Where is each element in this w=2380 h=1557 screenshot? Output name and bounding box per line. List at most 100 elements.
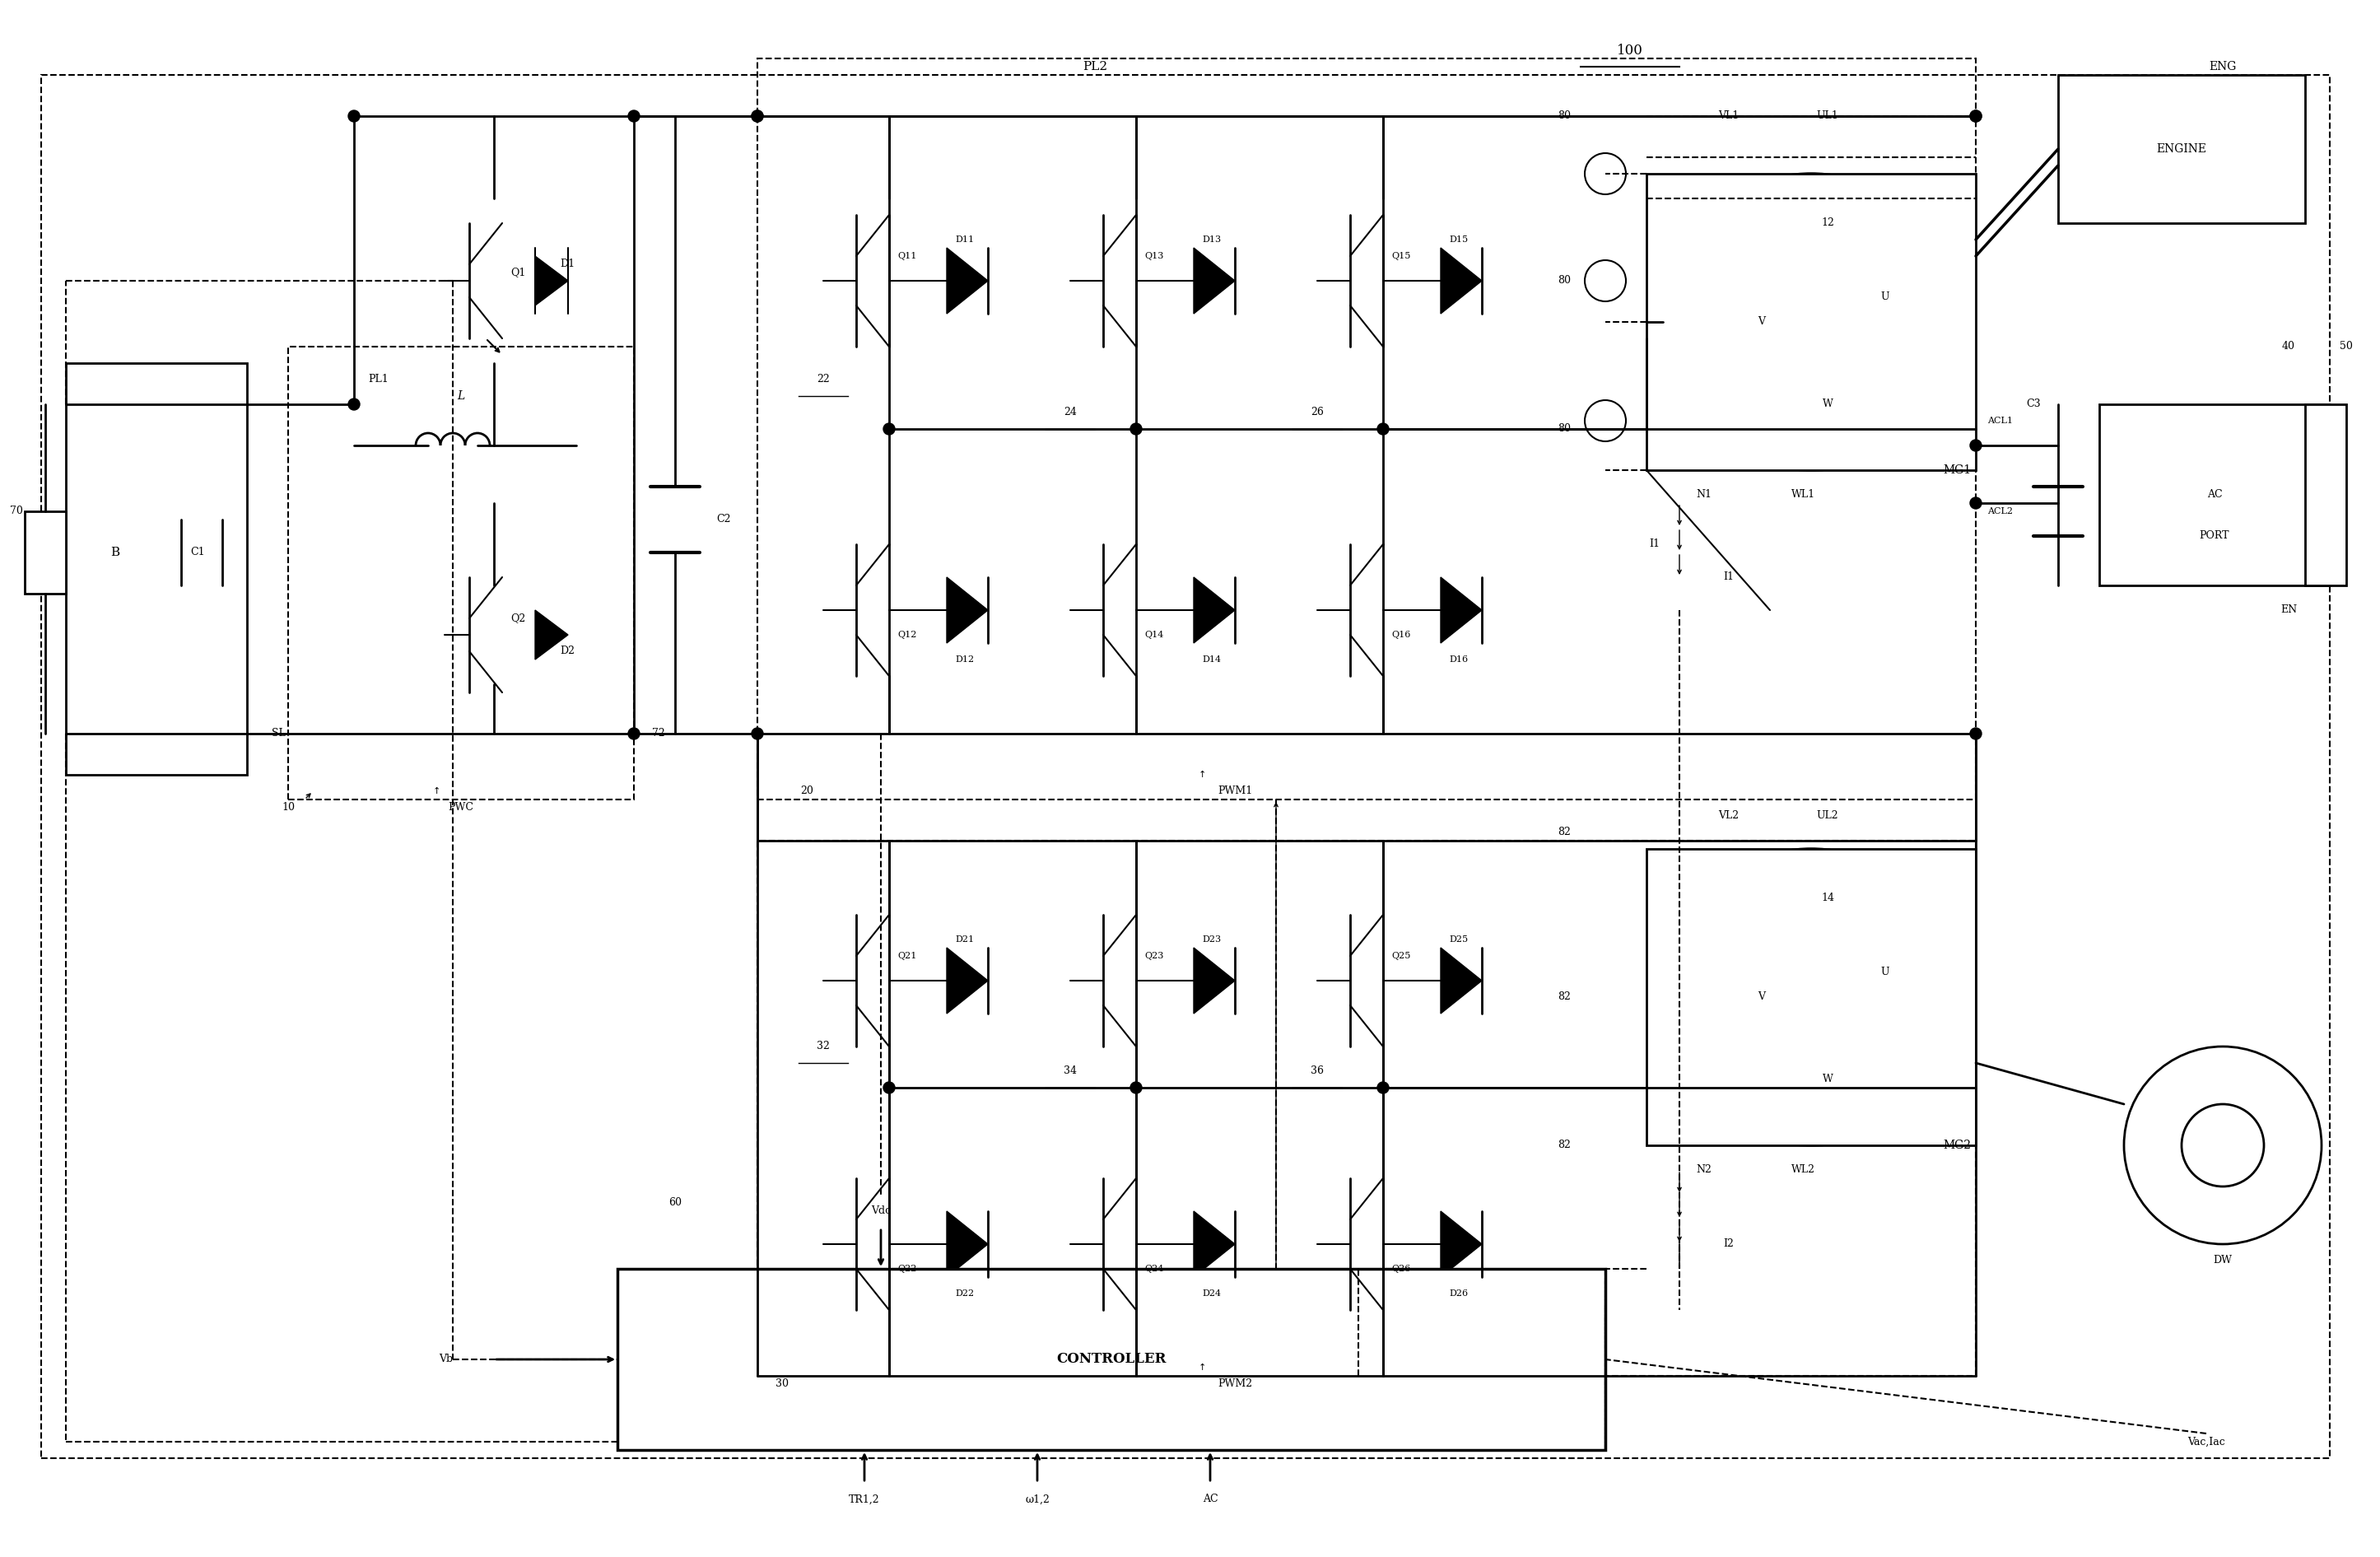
Text: Q23: Q23 [1145,951,1164,961]
Text: W: W [1823,399,1833,409]
Circle shape [1971,497,1983,509]
Text: Q2: Q2 [509,613,526,624]
Text: ↑: ↑ [1197,1364,1207,1372]
Bar [1647,849,1975,1146]
Text: W: W [1823,1074,1833,1085]
Text: D1: D1 [559,258,574,269]
Text: Q13: Q13 [1145,252,1164,260]
Text: L: L [457,391,464,402]
Polygon shape [1195,248,1235,313]
Circle shape [1130,1082,1142,1093]
Text: Q21: Q21 [897,951,916,961]
Text: AC: AC [1202,1495,1219,1504]
Text: Q24: Q24 [1145,1264,1164,1274]
Text: 80: 80 [1557,424,1571,434]
Text: D14: D14 [1202,655,1221,663]
Text: WL1: WL1 [1790,489,1816,500]
Text: Q15: Q15 [1392,252,1411,260]
Circle shape [628,111,640,121]
Text: SL: SL [271,729,286,740]
Circle shape [752,111,764,121]
Text: D13: D13 [1202,235,1221,244]
Polygon shape [1195,948,1235,1014]
Circle shape [883,424,895,434]
Text: D16: D16 [1449,655,1468,663]
Text: V: V [1759,992,1766,1003]
Text: D15: D15 [1449,235,1468,244]
Polygon shape [536,610,569,660]
Circle shape [1971,439,1983,452]
Text: WL2: WL2 [1792,1165,1816,1176]
Text: 32: 32 [816,1042,831,1053]
Text: U: U [1880,291,1890,302]
Circle shape [1971,111,1983,121]
Text: I1: I1 [1723,571,1735,582]
Polygon shape [1195,1211,1235,1277]
Bar [2306,405,2347,585]
Text: I1: I1 [1649,539,1661,550]
Text: MG2: MG2 [1942,1140,1971,1151]
Bar [757,841,1975,1376]
Circle shape [1378,424,1390,434]
Text: D2: D2 [559,646,574,657]
Text: D24: D24 [1202,1289,1221,1297]
Text: 80: 80 [1557,111,1571,121]
Bar [24,511,67,593]
Polygon shape [1440,948,1483,1014]
Text: C3: C3 [2025,399,2040,409]
Text: B: B [112,547,119,559]
Circle shape [1378,1082,1390,1093]
Text: PORT: PORT [2199,531,2230,542]
Circle shape [883,1082,895,1093]
Text: 20: 20 [800,786,814,797]
Text: MG1: MG1 [1942,464,1971,476]
Text: 82: 82 [1557,1140,1571,1151]
Polygon shape [1440,248,1483,313]
Text: UL1: UL1 [1816,111,1840,121]
Text: 80: 80 [1557,276,1571,286]
Text: N2: N2 [1697,1165,1711,1176]
Text: CONTROLLER: CONTROLLER [1057,1353,1166,1367]
Polygon shape [1195,578,1235,643]
Text: D26: D26 [1449,1289,1468,1297]
Text: ENGINE: ENGINE [2156,143,2206,154]
Text: Q16: Q16 [1392,631,1411,638]
Circle shape [752,727,764,740]
Polygon shape [947,578,988,643]
Circle shape [1130,424,1142,434]
Text: U: U [1880,967,1890,978]
Text: 100: 100 [1616,44,1642,58]
Bar [2059,75,2306,223]
Text: D12: D12 [954,655,973,663]
Polygon shape [947,948,988,1014]
Text: 60: 60 [669,1197,681,1208]
Text: 14: 14 [1821,894,1835,903]
Text: EN: EN [2280,604,2297,615]
Circle shape [752,111,764,121]
Text: Q25: Q25 [1392,951,1411,961]
Bar [40,75,2330,1459]
Text: PL1: PL1 [369,374,388,385]
Text: 26: 26 [1311,408,1323,417]
Bar [757,59,1975,799]
Polygon shape [536,255,569,305]
Text: ω1,2: ω1,2 [1026,1495,1050,1504]
Text: 30: 30 [776,1380,788,1389]
Bar [1647,174,1975,470]
Text: AC: AC [2206,489,2223,500]
Polygon shape [1440,578,1483,643]
Text: C2: C2 [716,514,731,525]
Text: Q11: Q11 [897,252,916,260]
Text: TR1,2: TR1,2 [850,1495,881,1504]
Circle shape [347,399,359,409]
Text: UL2: UL2 [1816,811,1840,821]
Text: 70: 70 [10,506,24,517]
Text: VL1: VL1 [1718,111,1740,121]
Text: Q14: Q14 [1145,631,1164,638]
Text: 40: 40 [2282,341,2294,352]
Bar [2099,405,2330,585]
Text: PWM1: PWM1 [1219,786,1252,797]
Text: Vdc: Vdc [871,1205,890,1216]
Text: D21: D21 [954,936,973,944]
Text: DW: DW [2213,1255,2232,1266]
